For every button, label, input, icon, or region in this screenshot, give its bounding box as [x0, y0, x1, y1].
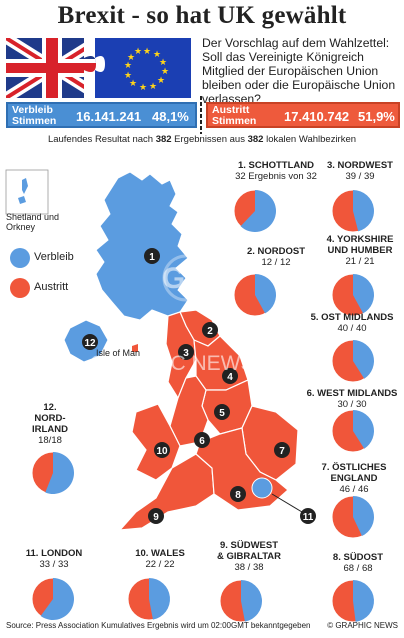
leave-votes: 17.410.742 — [284, 109, 350, 124]
svg-text:12: 12 — [84, 338, 96, 349]
remain-votes-label: Stimmen — [12, 115, 57, 127]
pie-slice-remain — [353, 410, 374, 449]
region-label: 5. OST MIDLANDS 40 / 40 — [310, 312, 394, 334]
pie-slice-remain — [353, 274, 374, 314]
region-label: 1. SCHOTTLAND 32 Ergebnis von 32 — [235, 160, 317, 182]
remain-votes: 16.141.241 — [76, 109, 142, 124]
svg-text:★: ★ — [127, 53, 135, 63]
shetland-orkney-shape — [18, 178, 28, 204]
pie-slice-remain — [353, 580, 374, 622]
remain-percent: 48,1% — [152, 109, 189, 124]
pie-slice-remain — [40, 578, 74, 620]
region-label: 6. WEST MIDLANDS 30 / 30 — [306, 388, 398, 410]
region-pie-chart — [331, 189, 375, 233]
svg-text:4: 4 — [227, 372, 233, 383]
leave-votes-label: Stimmen — [212, 115, 257, 127]
pie-slice-remain — [240, 190, 276, 232]
pie-slice-remain — [353, 496, 374, 537]
region-label: 3. NORDWEST 39 / 39 — [327, 160, 393, 182]
svg-text:7: 7 — [279, 446, 285, 457]
leave-percent: 51,9% — [358, 109, 395, 124]
source-note: Source: Press Association Kumulatives Er… — [6, 621, 311, 630]
svg-text:★: ★ — [161, 67, 169, 77]
region-label: 9. SÜDWEST & GIBRALTAR 38 / 38 — [216, 540, 282, 573]
region-wales — [131, 403, 181, 481]
svg-text:★: ★ — [159, 58, 167, 68]
count-status: Laufendes Resultat nach 382 Ergebnissen … — [47, 134, 357, 145]
region-label: 10. WALES 22 / 22 — [135, 548, 185, 570]
watermark-logo: GN — [162, 262, 207, 295]
region-pie-chart — [331, 579, 375, 623]
svg-text:2: 2 — [207, 326, 213, 337]
shetland-inset-box — [5, 169, 49, 215]
region-pie-chart — [331, 339, 375, 383]
region-label: 4. YORKSHIRE UND HUMBER 21 / 21 — [326, 234, 394, 267]
region-pie-chart — [331, 273, 375, 317]
svg-text:★: ★ — [149, 82, 157, 92]
pie-slice-remain — [353, 190, 374, 232]
pie-slice-remain — [149, 578, 170, 620]
legend-remain-label: Verbleib — [34, 251, 74, 263]
region-label: 11. LONDON 33 / 33 — [25, 548, 83, 570]
remain-result-bar: Verbleib Stimmen 16.141.241 48,1% — [6, 102, 197, 128]
svg-text:★: ★ — [139, 83, 147, 93]
region-pie-chart — [31, 451, 75, 495]
leave-result-bar: Austritt Stimmen 17.410.742 51,9% — [206, 102, 400, 128]
region-label: 7. ÖSTLICHES ENGLAND 46 / 46 — [321, 462, 387, 495]
region-pie-chart — [31, 577, 75, 621]
eu-flag-puzzle-icon: ★ ★★ ★★★ ★★★ ★★★ — [95, 38, 191, 98]
result-divider — [200, 96, 202, 134]
region-pie-chart — [233, 273, 277, 317]
svg-text:10: 10 — [156, 446, 168, 457]
pie-slice-remain — [241, 580, 262, 622]
ballot-question: Der Vorschlag auf dem Wahlzettel: Soll d… — [202, 36, 396, 106]
svg-text:★: ★ — [134, 47, 142, 57]
page-title: Brexit - so hat UK gewählt — [57, 2, 347, 29]
legend-leave-label: Austritt — [34, 281, 69, 293]
svg-text:★: ★ — [129, 79, 137, 89]
svg-text:11: 11 — [303, 512, 314, 523]
isle-of-man-shape — [132, 344, 138, 352]
region-london — [251, 477, 273, 499]
svg-text:1: 1 — [149, 252, 155, 263]
credit: © GRAPHIC NEWS — [327, 621, 398, 630]
pie-slice-remain — [353, 340, 374, 379]
svg-text:★: ★ — [124, 61, 132, 71]
uk-flag-puzzle-icon — [6, 38, 96, 98]
region-scotland — [95, 171, 189, 321]
svg-text:5: 5 — [219, 408, 225, 419]
legend-leave-swatch — [10, 278, 30, 298]
inset-label: Shetland und Orkney — [6, 212, 60, 232]
pie-slice-remain — [255, 274, 276, 314]
region-pie-chart — [331, 495, 375, 539]
region-label: 2. NORDOST 12 / 12 — [246, 246, 306, 268]
region-pie-chart — [219, 579, 263, 623]
region-pie-chart — [233, 189, 277, 233]
leave-label: Austritt — [212, 104, 250, 116]
uk-region-map: 1 2 3 4 5 6 7 8 9 10 11 12 — [5, 169, 316, 531]
svg-text:★: ★ — [143, 47, 151, 57]
legend-remain-swatch — [10, 248, 30, 268]
pie-slice-remain — [45, 452, 74, 494]
svg-text:6: 6 — [199, 436, 205, 447]
region-pie-chart — [127, 577, 171, 621]
watermark-text: GRAPHIC NEWS — [90, 352, 255, 375]
region-pie-chart — [331, 409, 375, 453]
remain-label: Verbleib — [12, 104, 53, 116]
region-label: 8. SÜDOST 68 / 68 — [332, 552, 384, 574]
isle-of-man-label: Isle of Man — [96, 348, 141, 358]
svg-text:9: 9 — [153, 512, 159, 523]
svg-text:★: ★ — [157, 76, 165, 86]
svg-text:★: ★ — [153, 50, 161, 60]
svg-text:3: 3 — [183, 348, 189, 359]
region-label: 12. NORD- IRLAND 18/18 — [32, 402, 68, 446]
svg-text:★: ★ — [124, 71, 132, 81]
svg-text:8: 8 — [235, 490, 241, 501]
